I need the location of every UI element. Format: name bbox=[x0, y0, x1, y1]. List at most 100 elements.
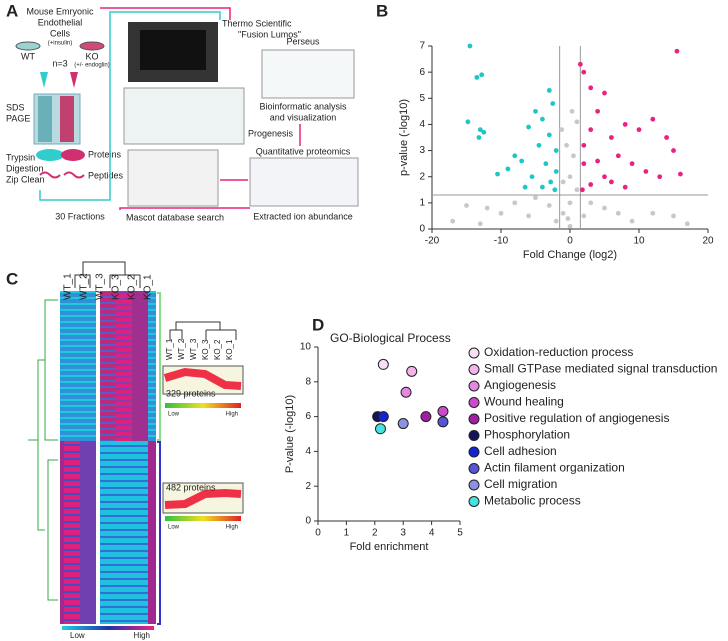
label: (+insulin) bbox=[48, 41, 73, 47]
point bbox=[595, 158, 600, 164]
point bbox=[602, 90, 607, 96]
point bbox=[546, 203, 552, 208]
column-label: WT_3 bbox=[189, 338, 198, 360]
label: Perseus bbox=[286, 36, 320, 46]
point bbox=[533, 195, 538, 201]
label: Cells bbox=[50, 28, 71, 38]
y-tick-label: 2 bbox=[419, 171, 425, 182]
heatmap bbox=[60, 441, 156, 624]
point bbox=[553, 218, 559, 224]
y-tick-label: 5 bbox=[419, 93, 425, 104]
point bbox=[536, 142, 542, 148]
point bbox=[512, 153, 518, 159]
legend-swatch bbox=[468, 496, 480, 507]
point bbox=[526, 124, 531, 130]
dendrogram bbox=[74, 261, 141, 288]
point bbox=[588, 127, 594, 133]
point bbox=[564, 142, 569, 148]
legend-swatch bbox=[468, 347, 480, 359]
x-tick-label: -10 bbox=[494, 236, 509, 247]
point bbox=[574, 119, 580, 125]
point bbox=[650, 116, 656, 122]
column-label: KO_1 bbox=[143, 274, 154, 300]
arrow bbox=[220, 124, 301, 181]
point bbox=[377, 411, 389, 423]
point bbox=[574, 187, 580, 193]
legend-label: Cell adhesion bbox=[484, 444, 557, 458]
point bbox=[477, 221, 483, 227]
point bbox=[581, 161, 587, 167]
column-label: WT_1 bbox=[63, 273, 74, 300]
label: Endothelial bbox=[38, 17, 83, 27]
panel-label: A bbox=[6, 1, 18, 20]
point bbox=[377, 358, 389, 370]
point bbox=[498, 210, 504, 216]
legend-swatch bbox=[468, 413, 480, 425]
tube bbox=[70, 72, 78, 88]
point bbox=[560, 210, 566, 216]
legend-swatch bbox=[468, 446, 480, 458]
label: High bbox=[134, 631, 150, 640]
x-tick-label: 2 bbox=[372, 528, 378, 539]
point bbox=[406, 365, 418, 377]
point bbox=[580, 187, 585, 193]
label: Mascot database search bbox=[126, 212, 224, 222]
y-tick-label: 10 bbox=[300, 342, 312, 353]
label: Thermo Scientific bbox=[222, 18, 292, 28]
label: High bbox=[226, 525, 238, 531]
x-axis-label: Fold enrichment bbox=[350, 541, 429, 553]
label: SDS bbox=[6, 102, 25, 112]
point bbox=[550, 101, 556, 106]
legend-swatch bbox=[468, 380, 480, 392]
legend-label: Small GTPase mediated signal transductio… bbox=[484, 362, 717, 376]
point bbox=[615, 210, 621, 216]
bracket bbox=[157, 441, 161, 625]
blob bbox=[36, 149, 64, 161]
label: Trypsin bbox=[6, 152, 35, 162]
label: Mouse Emryonic bbox=[26, 6, 94, 16]
label: 482 proteins bbox=[166, 482, 216, 492]
point bbox=[609, 179, 614, 185]
column-label: KO_2 bbox=[213, 339, 222, 360]
label: Low bbox=[168, 412, 180, 418]
x-tick-label: 5 bbox=[457, 528, 463, 539]
y-tick-label: 0 bbox=[305, 516, 311, 527]
point bbox=[505, 166, 511, 172]
point bbox=[397, 418, 409, 430]
point bbox=[650, 210, 656, 216]
label: Proteins bbox=[88, 149, 122, 159]
screenshot bbox=[249, 157, 359, 207]
legend-label: Wound healing bbox=[484, 395, 564, 409]
point bbox=[577, 61, 583, 67]
point bbox=[678, 171, 683, 177]
y-tick-label: 3 bbox=[419, 145, 425, 156]
point bbox=[540, 116, 545, 122]
point bbox=[467, 43, 473, 49]
column-label: KO_2 bbox=[127, 274, 138, 300]
colorbar bbox=[165, 516, 241, 521]
point bbox=[588, 182, 594, 187]
dish bbox=[79, 41, 105, 51]
label: Quantitative proteomics bbox=[256, 146, 351, 156]
point bbox=[595, 108, 600, 114]
screenshot bbox=[261, 49, 355, 99]
point bbox=[588, 85, 594, 91]
label: Extracted ion abundance bbox=[253, 211, 353, 221]
label: KO bbox=[85, 51, 98, 61]
dendrogram bbox=[28, 299, 58, 601]
point bbox=[450, 218, 456, 224]
point bbox=[400, 386, 412, 398]
x-tick-label: -20 bbox=[425, 236, 440, 247]
legend-swatch bbox=[468, 463, 480, 474]
point bbox=[581, 142, 587, 148]
point bbox=[481, 129, 487, 135]
point bbox=[671, 213, 676, 219]
legend-label: Metabolic process bbox=[484, 494, 581, 508]
y-tick-label: 4 bbox=[419, 119, 425, 130]
x-tick-label: 3 bbox=[400, 528, 406, 539]
column-label: WT_2 bbox=[177, 338, 186, 360]
panel-label: D bbox=[312, 315, 324, 334]
legend-label: Phosphorylation bbox=[484, 428, 570, 442]
point bbox=[636, 127, 642, 133]
